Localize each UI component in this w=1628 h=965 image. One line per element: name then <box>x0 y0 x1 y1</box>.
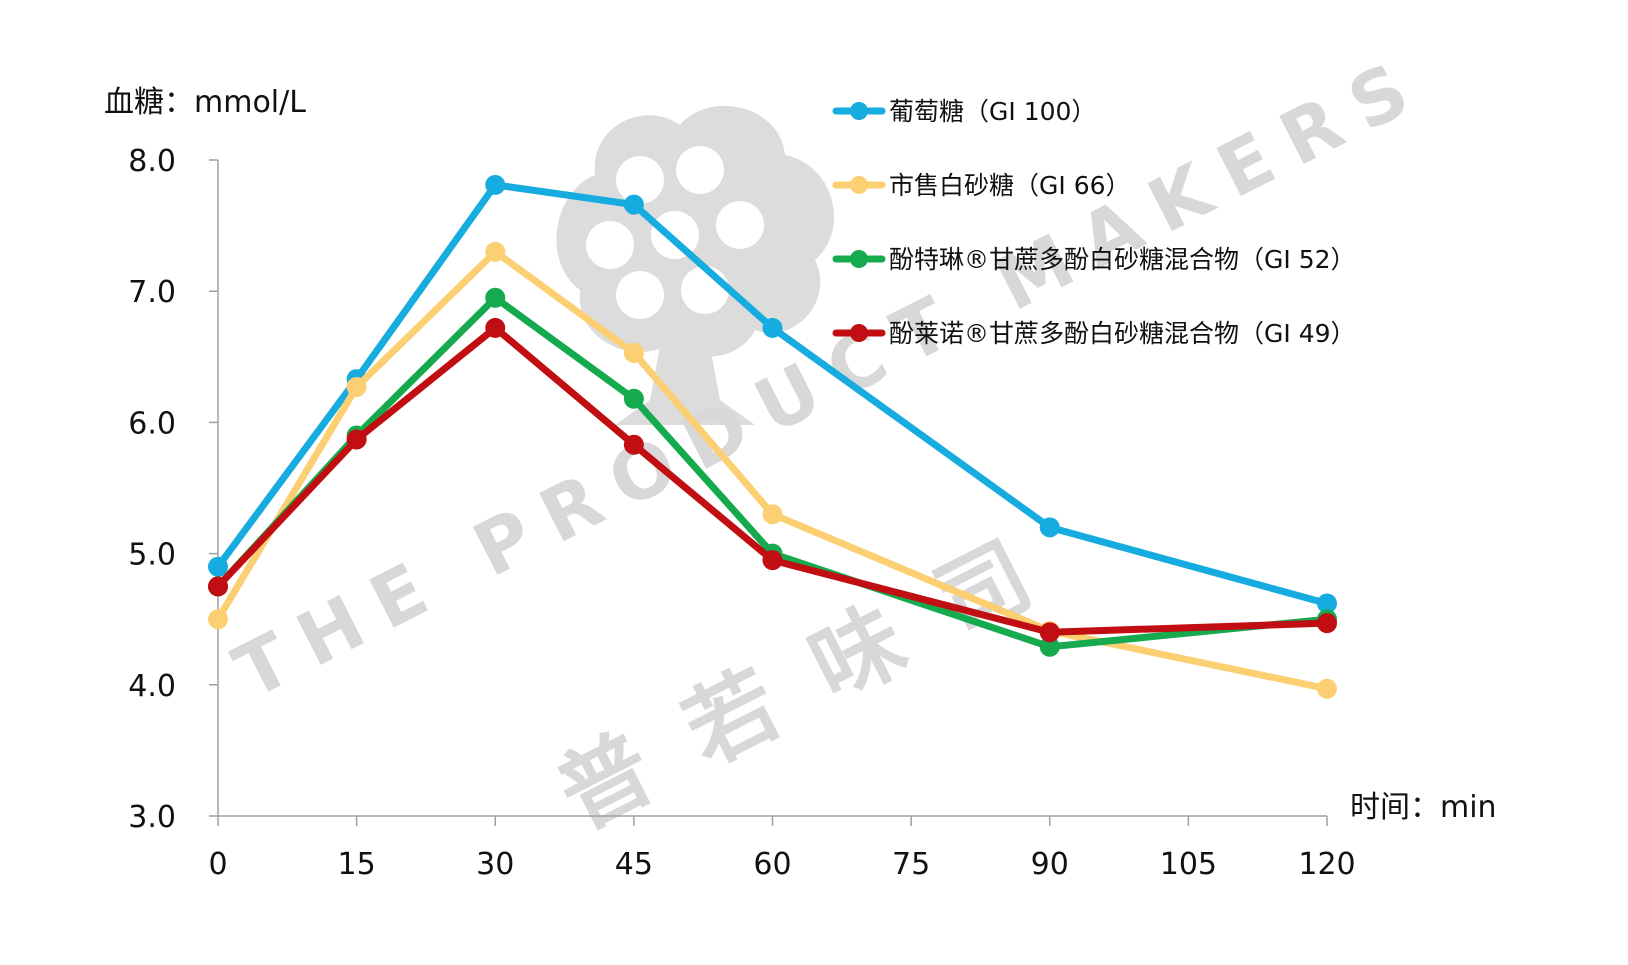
y-tick-label: 8.0 <box>128 144 176 179</box>
data-point <box>762 504 783 525</box>
y-tick-label: 5.0 <box>128 538 176 573</box>
data-point <box>1317 613 1337 634</box>
x-tick-label: 120 <box>1298 847 1355 882</box>
data-point <box>208 576 228 597</box>
data-point <box>762 317 783 338</box>
legend-label: 葡萄糖（GI 100） <box>889 97 1096 126</box>
data-point <box>1039 636 1060 657</box>
data-point <box>485 317 506 338</box>
legend-item: 酚莱诺®甘蔗多酚白砂糖混合物（GI 49） <box>832 319 1356 348</box>
legend-swatch-marker <box>850 176 868 194</box>
data-point <box>1317 678 1337 699</box>
y-tick-label: 6.0 <box>128 406 176 441</box>
legend-item: 葡萄糖（GI 100） <box>832 97 1096 126</box>
data-point <box>762 550 783 571</box>
data-point <box>623 194 644 215</box>
legend-item: 市售白砂糖（GI 66） <box>832 171 1131 200</box>
legend-label: 酚特琳®甘蔗多酚白砂糖混合物（GI 52） <box>889 245 1356 274</box>
y-tick-label: 4.0 <box>128 669 176 704</box>
data-point <box>1317 593 1337 614</box>
data-point <box>346 429 367 450</box>
x-tick-label: 60 <box>753 847 791 882</box>
legend-label: 酚莱诺®甘蔗多酚白砂糖混合物（GI 49） <box>889 319 1356 348</box>
data-point <box>208 609 228 630</box>
data-point <box>623 434 644 455</box>
data-point <box>623 342 644 363</box>
data-point <box>485 287 506 308</box>
y-tick-label: 7.0 <box>128 275 176 310</box>
watermark: THE PRODUCT MAKERS 普 若 味 司 <box>221 38 1440 849</box>
data-point <box>1039 517 1060 538</box>
data-point <box>485 174 506 195</box>
legend: 葡萄糖（GI 100） 市售白砂糖（GI 66） 酚特琳®甘蔗多酚白砂糖混合物（GI… <box>832 97 1356 348</box>
x-tick-label: 45 <box>615 847 653 882</box>
x-ticks: 0 15 30 45 60 75 90 105 120 <box>208 816 1356 882</box>
legend-swatch-marker <box>850 250 868 268</box>
x-tick-label: 15 <box>338 847 376 882</box>
legend-label: 市售白砂糖（GI 66） <box>889 171 1131 200</box>
x-tick-label: 90 <box>1031 847 1069 882</box>
legend-swatch-marker <box>850 102 868 120</box>
series-3 <box>208 317 1337 643</box>
y-axis-title: 血糖：mmol/L <box>104 85 306 120</box>
y-ticks: 3.0 4.0 5.0 6.0 7.0 8.0 <box>128 144 218 835</box>
x-tick-label: 75 <box>892 847 930 882</box>
x-tick-label: 30 <box>476 847 514 882</box>
x-tick-label: 105 <box>1160 847 1217 882</box>
data-point <box>623 388 644 409</box>
legend-item: 酚特琳®甘蔗多酚白砂糖混合物（GI 52） <box>832 245 1356 274</box>
data-point <box>346 376 367 397</box>
y-tick-label: 3.0 <box>128 800 176 835</box>
x-axis-title: 时间：min <box>1350 790 1497 825</box>
data-point <box>208 556 228 577</box>
data-point <box>1039 622 1060 643</box>
axes: 3.0 4.0 5.0 6.0 7.0 8.0 0 15 30 45 60 75 90 105 120 <box>128 144 1355 882</box>
data-point <box>485 241 506 262</box>
series-layer <box>208 174 1337 699</box>
legend-swatch-marker <box>850 324 868 342</box>
x-tick-label: 0 <box>208 847 227 882</box>
